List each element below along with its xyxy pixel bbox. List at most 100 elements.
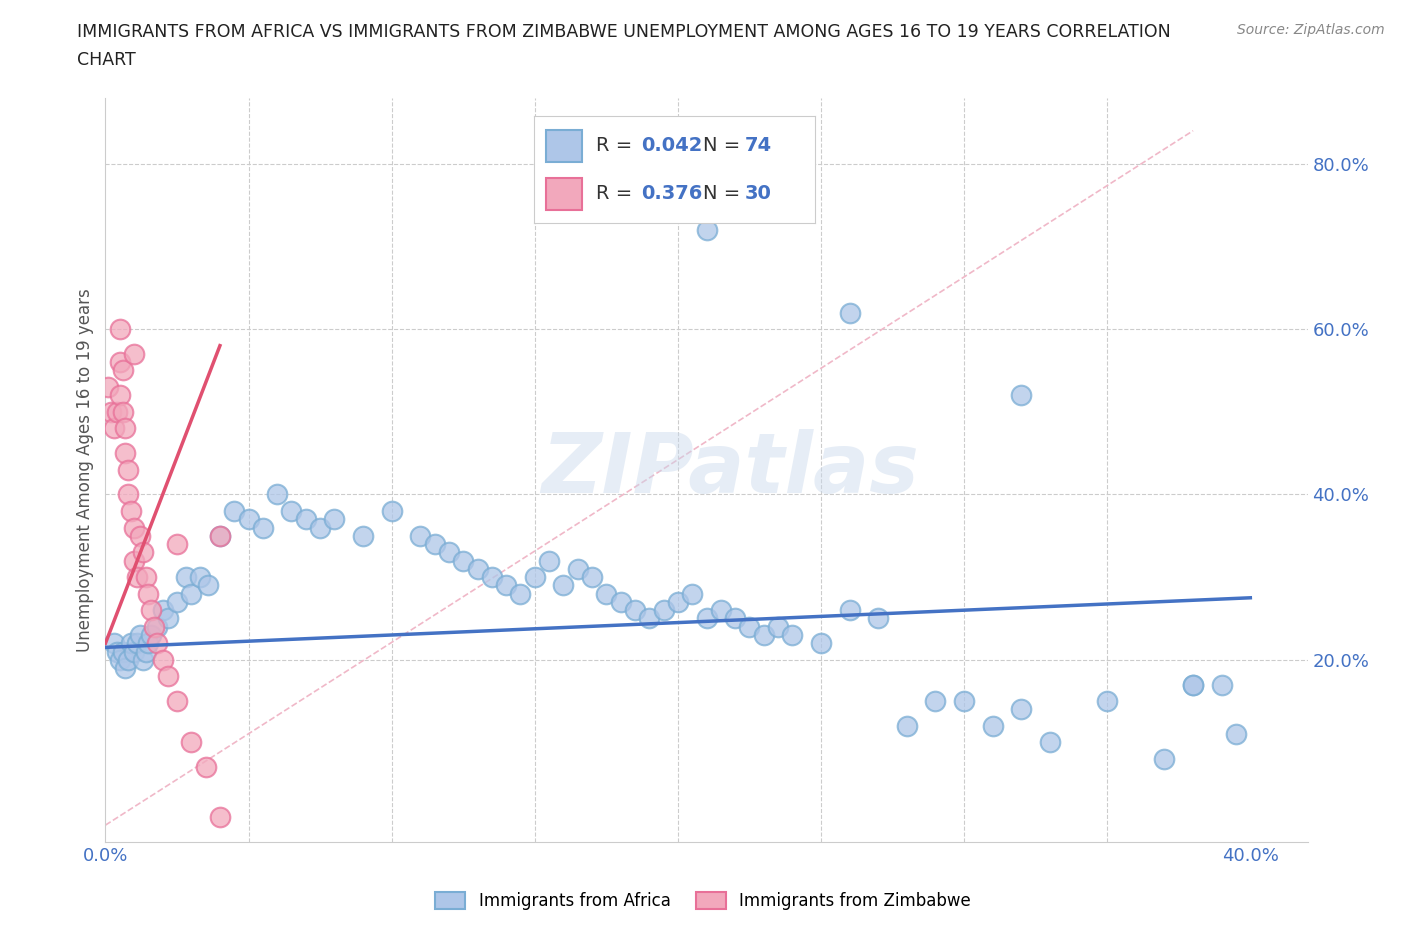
Text: 30: 30 [745,184,772,203]
Point [953,694,976,709]
Point [166,537,188,551]
Point [105,644,128,659]
Point [122,553,145,568]
Text: Source: ZipAtlas.com: Source: ZipAtlas.com [1237,23,1385,37]
Point [467,562,489,577]
Text: R =: R = [596,136,638,154]
Point [197,578,219,592]
Text: 0.376: 0.376 [641,184,703,203]
Point [451,553,474,568]
Point [409,528,432,543]
Point [1225,726,1247,741]
Text: ZIPatlas: ZIPatlas [541,429,920,511]
Legend: Immigrants from Africa, Immigrants from Zimbabwe: Immigrants from Africa, Immigrants from … [429,885,977,917]
Point [114,660,136,675]
Point [166,694,188,709]
Point [782,628,804,643]
Point [896,719,918,734]
Point [125,570,148,585]
Point [166,594,188,609]
Point [1153,751,1175,766]
Point [710,603,733,618]
Point [323,512,346,526]
Point [146,619,169,634]
Point [157,669,180,684]
Point [509,586,531,601]
Point [868,611,890,626]
Point [1182,677,1205,692]
Point [437,545,460,560]
Point [117,487,139,502]
Point [838,305,860,320]
Point [309,520,332,535]
Point [122,644,145,659]
Point [1010,702,1032,717]
Point [810,636,832,651]
Point [108,322,131,337]
Point [1182,677,1205,692]
Point [146,636,169,651]
Point [238,512,260,526]
Point [194,760,217,775]
Point [122,520,145,535]
Text: IMMIGRANTS FROM AFRICA VS IMMIGRANTS FROM ZIMBABWE UNEMPLOYMENT AMONG AGES 16 TO: IMMIGRANTS FROM AFRICA VS IMMIGRANTS FRO… [77,23,1171,41]
Point [208,528,231,543]
Point [174,570,197,585]
Point [581,570,603,585]
Point [111,644,134,659]
Y-axis label: Unemployment Among Ages 16 to 19 years: Unemployment Among Ages 16 to 19 years [76,287,94,652]
Point [128,628,150,643]
Point [188,570,211,585]
Point [141,603,163,618]
Point [224,503,246,518]
Point [141,628,163,643]
Point [117,652,139,667]
Point [125,636,148,651]
Point [114,445,136,460]
Point [553,578,575,592]
Point [766,619,789,634]
Point [152,652,174,667]
Point [208,528,231,543]
Point [114,421,136,436]
Point [152,603,174,618]
Point [738,619,761,634]
FancyBboxPatch shape [546,179,582,210]
Point [266,487,288,502]
Point [100,405,122,419]
Point [666,594,689,609]
Point [752,628,775,643]
Point [352,528,374,543]
Point [131,652,153,667]
Point [97,379,120,394]
Point [252,520,274,535]
Point [180,735,202,750]
Point [280,503,302,518]
FancyBboxPatch shape [546,130,582,162]
Point [681,586,703,601]
Point [138,586,160,601]
Point [120,636,142,651]
Point [138,636,160,651]
Text: N =: N = [703,136,747,154]
Text: 0.042: 0.042 [641,136,703,154]
Point [638,611,661,626]
Point [157,611,180,626]
Point [523,570,546,585]
Point [105,405,128,419]
Point [1039,735,1062,750]
Point [131,545,153,560]
Point [103,636,125,651]
Point [135,570,157,585]
Point [111,405,134,419]
Point [838,603,860,618]
Point [120,503,142,518]
Point [1097,694,1119,709]
Point [981,719,1004,734]
Text: R =: R = [596,184,645,203]
Point [538,553,561,568]
Point [108,652,131,667]
Point [108,388,131,403]
Point [595,586,617,601]
Point [696,222,718,237]
